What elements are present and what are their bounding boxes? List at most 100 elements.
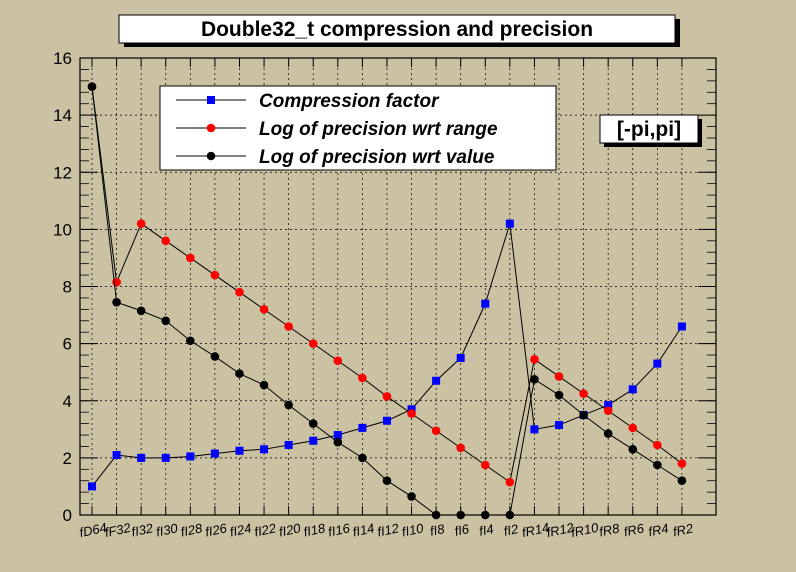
data-point — [358, 423, 367, 432]
x-tick-label: fI4 — [478, 521, 495, 539]
data-point — [407, 492, 416, 501]
range-annotation: [-pi,pi] — [599, 114, 702, 147]
data-point — [382, 476, 392, 486]
data-point — [603, 406, 613, 416]
data-point — [677, 476, 687, 486]
data-point — [112, 451, 121, 460]
data-point — [210, 352, 220, 361]
y-tick-label: 14 — [53, 106, 72, 125]
data-point — [161, 453, 170, 462]
legend-entries: Compression factor Log of precision wrt r… — [176, 91, 498, 168]
data-point — [480, 460, 490, 470]
legend: Compression factor Log of precision wrt r… — [159, 85, 557, 171]
data-point — [308, 419, 318, 428]
data-point — [555, 421, 564, 430]
data-point — [653, 440, 662, 450]
data-point — [505, 510, 515, 520]
annotation-bg — [599, 114, 699, 144]
y-tick-label: 2 — [63, 449, 72, 468]
x-tick-label: fI26 — [204, 520, 229, 539]
x-tick-label: fI18 — [302, 520, 327, 539]
data-point — [210, 270, 220, 280]
data-point — [161, 316, 171, 326]
annotation-text: [-pi,pi] — [617, 118, 681, 141]
title-box: Double32_t compression and precision — [118, 14, 680, 47]
data-point — [333, 431, 342, 440]
x-tick-label: fI10 — [400, 520, 425, 539]
data-point — [554, 372, 564, 381]
x-tick-label: fR14 — [521, 520, 551, 540]
data-point — [579, 389, 588, 398]
data-point — [456, 443, 466, 453]
x-tick-label: fI12 — [376, 520, 401, 539]
data-point — [333, 437, 343, 447]
data-point — [333, 356, 343, 366]
legend-marker — [206, 123, 216, 133]
data-point — [137, 453, 146, 462]
data-point — [112, 297, 121, 307]
data-point — [309, 436, 318, 445]
title-box-bg — [118, 14, 676, 44]
x-tick-label: fI32 — [130, 520, 155, 539]
data-point — [431, 510, 441, 520]
data-point — [161, 236, 171, 246]
data-point — [677, 322, 686, 331]
y-tick-label: 10 — [53, 220, 72, 239]
data-point — [677, 459, 687, 468]
x-tick-label: fI16 — [327, 520, 352, 539]
series-1 — [87, 82, 687, 487]
data-point — [530, 375, 539, 384]
data-point — [259, 305, 269, 314]
legend-label: Log of precision wrt value — [259, 147, 495, 168]
legend-marker — [207, 96, 215, 104]
x-tick-label: fI24 — [228, 520, 252, 539]
chart-title: Double32_t compression and precision — [201, 18, 593, 41]
data-point — [653, 359, 662, 368]
series-layer — [87, 82, 687, 520]
data-point — [382, 392, 392, 401]
data-point — [628, 385, 637, 394]
x-tick-label: fI20 — [278, 520, 303, 539]
x-tick-label: fR8 — [598, 520, 622, 539]
x-tick-label: fI28 — [179, 520, 204, 539]
data-point — [432, 376, 441, 385]
x-tick-label: fR10 — [570, 520, 601, 541]
data-point — [456, 510, 466, 520]
data-point — [480, 510, 490, 520]
data-point — [407, 409, 416, 418]
data-point — [628, 423, 638, 433]
data-point — [259, 380, 269, 390]
data-point — [186, 452, 195, 461]
y-tick-label: 12 — [53, 163, 72, 182]
data-point — [358, 373, 367, 383]
data-point — [579, 410, 588, 420]
data-point — [186, 253, 195, 263]
data-point — [505, 477, 515, 487]
x-tick-label: fD64 — [78, 520, 108, 540]
data-point — [87, 82, 97, 91]
x-tick-label: fR6 — [622, 520, 646, 539]
y-tick-label: 8 — [63, 278, 72, 297]
x-tick-label: fI22 — [253, 520, 278, 539]
data-point — [628, 445, 638, 454]
x-tick-label: fI14 — [351, 520, 375, 539]
data-point — [235, 446, 244, 455]
data-point — [505, 219, 514, 228]
data-point — [358, 453, 367, 463]
data-point — [186, 336, 195, 346]
x-tick-label: fR2 — [672, 520, 696, 539]
data-point — [653, 460, 662, 470]
data-point — [554, 390, 564, 400]
legend-label: Compression factor — [259, 91, 440, 112]
legend-label: Log of precision wrt range — [259, 119, 498, 140]
data-point — [88, 482, 96, 491]
data-point — [456, 353, 465, 362]
x-tick-label: fR12 — [545, 520, 576, 541]
x-tick-label: fI8 — [429, 521, 447, 539]
data-point — [603, 429, 613, 438]
x-tick-label: fI2 — [502, 521, 520, 539]
data-point — [260, 445, 269, 454]
